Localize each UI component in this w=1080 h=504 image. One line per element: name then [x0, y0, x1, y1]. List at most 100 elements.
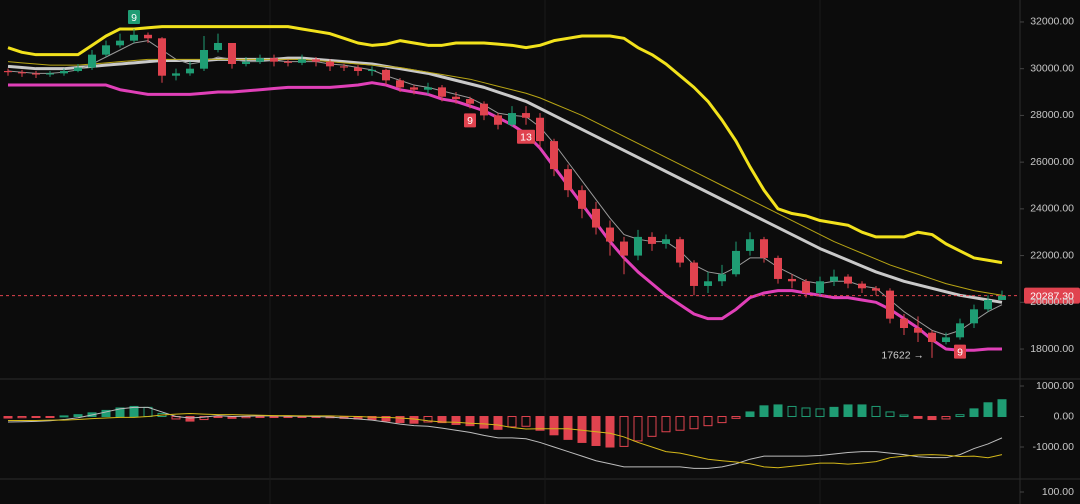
- macd-bar: [367, 416, 377, 421]
- candle-body: [340, 66, 348, 68]
- band-line: [7, 56, 1003, 304]
- candle-body: [858, 283, 866, 289]
- candle-body: [746, 239, 754, 251]
- candle-body: [60, 71, 68, 74]
- macd-bar: [507, 416, 517, 428]
- candle-body: [676, 239, 684, 263]
- band-line: [8, 81, 1002, 352]
- candle-body: [816, 281, 824, 293]
- band-line: [7, 25, 1003, 265]
- candle-body: [872, 288, 880, 291]
- signal-badge-label: 13: [520, 132, 532, 144]
- macd-bar: [689, 416, 699, 430]
- candle-body: [242, 61, 250, 65]
- candle-body: [606, 227, 614, 242]
- candle-body: [788, 278, 796, 282]
- candle-body: [200, 49, 208, 69]
- macd-bar: [605, 416, 615, 448]
- last-price-tag: [1024, 287, 1080, 304]
- signal-badge: [954, 344, 966, 359]
- candle-body: [998, 295, 1006, 300]
- y-tick-label: 26000.00: [1030, 156, 1074, 168]
- macd-bar: [997, 399, 1007, 418]
- macd-bar: [31, 416, 41, 419]
- candle-body: [914, 328, 922, 333]
- macd-bar: [451, 416, 461, 425]
- macd-bar: [255, 416, 265, 419]
- candle-body: [732, 250, 740, 275]
- candle-body: [410, 87, 418, 90]
- candle-body: [298, 59, 306, 63]
- candle-body: [256, 58, 264, 62]
- candle-body: [508, 113, 516, 125]
- candle-body: [158, 38, 166, 76]
- macd-bar: [493, 416, 503, 430]
- candle-body: [886, 290, 894, 319]
- candle-body: [550, 141, 558, 170]
- candle-body: [88, 54, 96, 68]
- macd-bar: [787, 405, 797, 418]
- y-tick-label: 24000.00: [1030, 203, 1074, 215]
- candle-body: [942, 337, 950, 343]
- macd-bar: [101, 409, 111, 418]
- candle-body: [662, 239, 670, 244]
- candle-body: [802, 281, 810, 293]
- candle-body: [270, 58, 278, 62]
- macd-bar: [17, 416, 27, 419]
- macd-bar: [479, 416, 489, 429]
- macd-bar: [801, 407, 811, 418]
- macd-bar: [213, 416, 223, 419]
- macd-bar: [437, 416, 447, 424]
- macd-bar: [59, 415, 69, 418]
- candle-body: [956, 323, 964, 338]
- candle-body: [186, 68, 194, 74]
- macd-bar: [885, 411, 895, 418]
- candle-body: [326, 61, 334, 67]
- candle-body: [634, 236, 642, 256]
- candle-body: [704, 281, 712, 286]
- macd-bar: [185, 416, 195, 422]
- candle-body: [228, 42, 236, 65]
- macd-bar: [549, 416, 559, 436]
- signal-badge-label: 9: [957, 346, 963, 358]
- macd-bar: [703, 416, 713, 427]
- candle-body: [4, 71, 12, 73]
- macd-bar: [269, 416, 279, 419]
- candle-body: [480, 103, 488, 116]
- macd-line: [8, 412, 1003, 469]
- candle-body: [438, 87, 446, 97]
- candle-body: [32, 73, 40, 75]
- macd-bar: [381, 416, 391, 422]
- signal-badge-label: 9: [131, 12, 137, 24]
- macd-bar: [395, 416, 405, 424]
- candle-body: [312, 59, 320, 62]
- macd-bar: [871, 405, 881, 418]
- macd-bar: [675, 416, 685, 431]
- y-tick-label: 32000.00: [1030, 16, 1074, 28]
- candle-body: [494, 115, 502, 125]
- macd-bar: [535, 416, 545, 431]
- macd-bar: [815, 408, 825, 418]
- candle-body: [18, 72, 26, 74]
- candle-body: [984, 299, 992, 310]
- candle-body: [130, 34, 138, 41]
- macd-bar: [633, 416, 643, 442]
- candle-body: [718, 274, 726, 282]
- macd-bar: [73, 414, 83, 418]
- candle-body: [284, 61, 292, 63]
- candle-body: [578, 190, 586, 209]
- macd-bar: [647, 416, 657, 437]
- macd-bar: [759, 405, 769, 418]
- y-tick-label: 22000.00: [1030, 249, 1074, 261]
- macd-bar: [423, 416, 433, 423]
- macd-bar: [857, 404, 867, 418]
- macd-bar: [731, 416, 741, 419]
- candle-body: [536, 117, 544, 142]
- candle-body: [116, 40, 124, 46]
- y-tick-label: 0.00: [1054, 410, 1075, 422]
- candle-body: [214, 42, 222, 50]
- candle-body: [144, 34, 152, 39]
- candle-body: [74, 67, 82, 72]
- macd-bar: [3, 416, 13, 419]
- signal-badge: [517, 129, 535, 144]
